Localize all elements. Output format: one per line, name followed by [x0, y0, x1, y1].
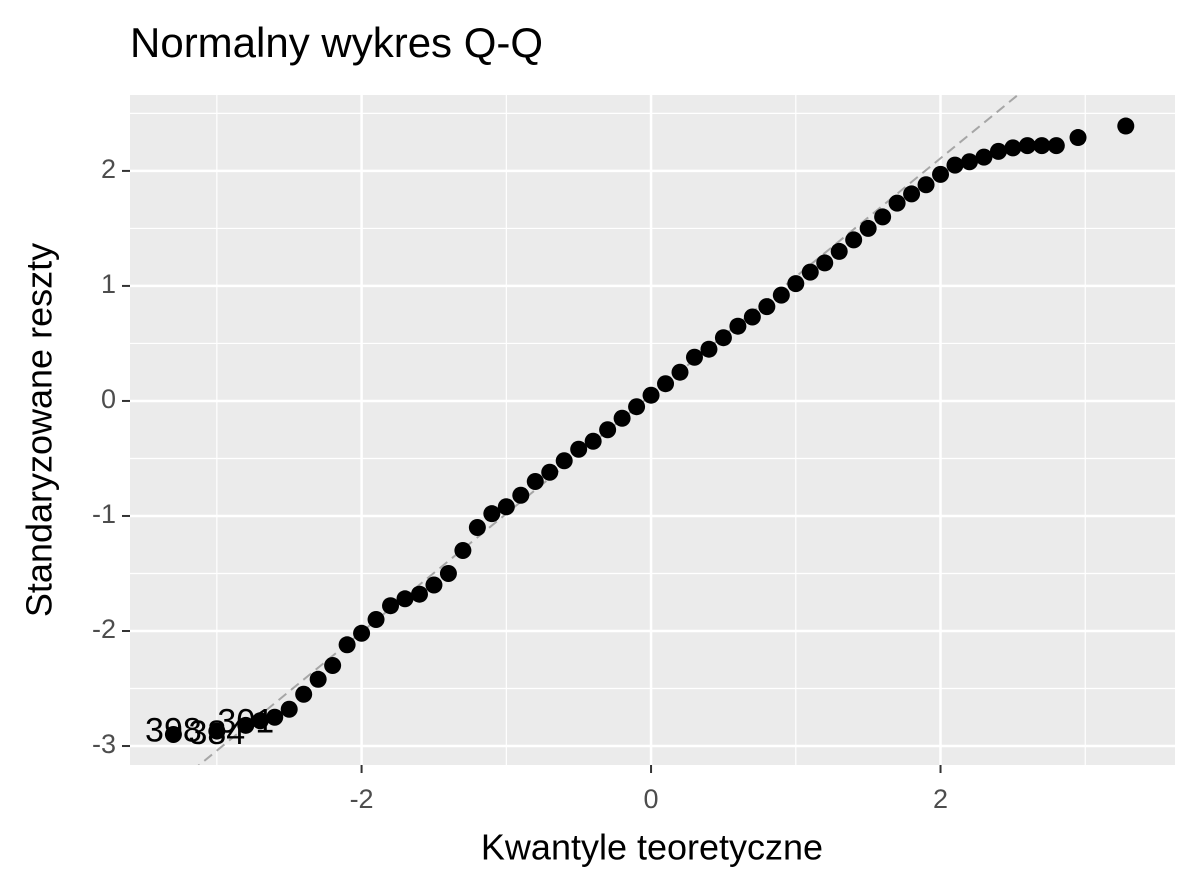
- point: [932, 165, 950, 183]
- point: [309, 670, 327, 688]
- point: [960, 153, 978, 171]
- point: [468, 518, 486, 536]
- point: [541, 463, 559, 481]
- y-axis-title: Standaryzowane reszty: [19, 243, 60, 617]
- point: [628, 398, 646, 416]
- y-tick-label: 2: [101, 154, 116, 184]
- point: [700, 340, 718, 358]
- point: [237, 716, 255, 734]
- point: [787, 275, 805, 293]
- y-tick-label: 1: [101, 269, 116, 299]
- point: [251, 712, 269, 730]
- point: [338, 636, 356, 654]
- point: [512, 486, 530, 504]
- point: [685, 348, 703, 366]
- point: [830, 242, 848, 260]
- point: [975, 148, 993, 166]
- axes: -2 0 2 -3 -2 -1 0 1 2: [92, 154, 948, 814]
- x-axis-title: Kwantyle teoretyczne: [481, 827, 823, 868]
- x-tick-label: 2: [933, 784, 948, 814]
- point: [642, 386, 660, 404]
- point-label: 398: [145, 712, 202, 750]
- chart-title: Normalny wykres Q-Q: [130, 19, 543, 66]
- point-label: 384: [188, 714, 245, 752]
- point: [382, 597, 400, 615]
- point: [816, 254, 834, 272]
- point: [324, 657, 342, 675]
- point: [671, 363, 689, 381]
- point: [280, 700, 298, 718]
- point: [714, 329, 732, 347]
- y-tick-label: -1: [92, 499, 116, 529]
- point: [989, 142, 1007, 160]
- point: [743, 308, 761, 326]
- point: [295, 685, 313, 703]
- point: [555, 452, 573, 470]
- point: [1033, 137, 1051, 155]
- point: [801, 263, 819, 281]
- point: [772, 286, 790, 304]
- point: [164, 726, 182, 744]
- point: [874, 208, 892, 226]
- point: [917, 176, 935, 194]
- point: [1018, 137, 1036, 155]
- point: [657, 375, 675, 393]
- point: [410, 585, 428, 603]
- point: [439, 564, 457, 582]
- point: [946, 156, 964, 174]
- point: [1069, 129, 1087, 147]
- point: [353, 624, 371, 642]
- point: [599, 421, 617, 439]
- point: [903, 185, 921, 203]
- point: [526, 472, 544, 490]
- point: [497, 498, 515, 516]
- point: [758, 298, 776, 316]
- point: [613, 409, 631, 427]
- point: [570, 440, 588, 458]
- point: [729, 317, 747, 335]
- point: [584, 432, 602, 450]
- point: [425, 576, 443, 594]
- x-tick-label: 0: [644, 784, 659, 814]
- y-tick-label: -3: [92, 729, 116, 759]
- y-tick-label: -2: [92, 614, 116, 644]
- point: [266, 708, 284, 726]
- point: [1117, 117, 1135, 135]
- point: [1004, 139, 1022, 157]
- point: [888, 194, 906, 212]
- x-tick-label: -2: [350, 784, 374, 814]
- point: [859, 219, 877, 237]
- point-label: 301: [217, 702, 274, 740]
- panel: [130, 95, 1175, 765]
- point: [208, 722, 226, 740]
- point: [845, 231, 863, 249]
- point: [367, 610, 385, 628]
- y-tick-label: 0: [101, 384, 116, 414]
- point: [454, 541, 472, 559]
- point: [396, 590, 414, 608]
- point: [1047, 137, 1065, 155]
- point: [483, 505, 501, 523]
